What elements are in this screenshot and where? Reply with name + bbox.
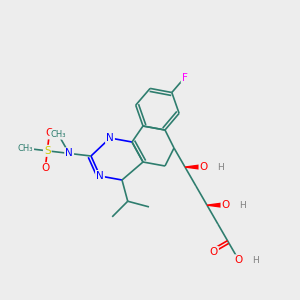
Text: H: H (217, 163, 224, 172)
Text: CH₃: CH₃ (18, 144, 33, 153)
Text: N: N (106, 133, 114, 143)
Text: N: N (96, 171, 104, 181)
Text: CH₃: CH₃ (50, 130, 66, 139)
Polygon shape (207, 203, 226, 208)
Text: F: F (182, 73, 188, 82)
Text: H: H (252, 256, 259, 265)
Text: O: O (235, 255, 243, 266)
Text: O: O (200, 162, 208, 172)
Polygon shape (185, 165, 204, 170)
Text: O: O (222, 200, 230, 210)
Text: N: N (65, 148, 73, 158)
Text: O: O (45, 128, 53, 138)
Text: O: O (41, 163, 50, 173)
Text: S: S (44, 146, 51, 156)
Text: O: O (210, 247, 218, 257)
Text: H: H (239, 201, 246, 210)
